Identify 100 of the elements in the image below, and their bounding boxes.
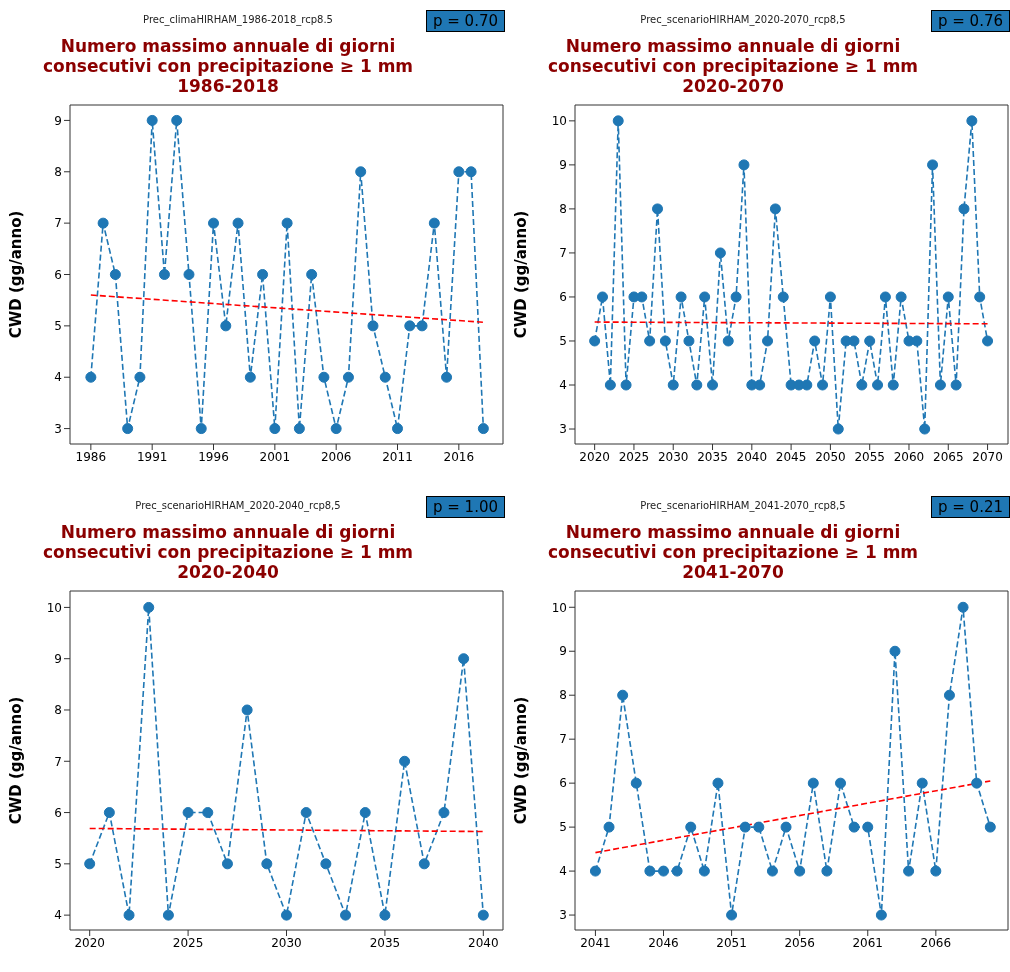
text: p = 1.00 — [425, 496, 505, 518]
point — [691, 379, 703, 391]
x-tick-label: 2061 — [852, 935, 884, 950]
y-tick-label: 5 — [559, 334, 567, 349]
y-tick-label: 3 — [559, 422, 567, 437]
point — [809, 335, 821, 347]
point — [754, 379, 766, 391]
point — [379, 909, 391, 921]
point — [675, 291, 687, 303]
text: p = 0.21 — [930, 496, 1010, 518]
y-tick-label: 5 — [559, 820, 567, 835]
point — [84, 858, 96, 870]
point — [974, 291, 986, 303]
point — [281, 217, 293, 229]
point — [807, 777, 819, 789]
point — [911, 335, 923, 347]
x-tick-label: 2006 — [320, 449, 352, 464]
point — [832, 423, 844, 435]
point — [392, 423, 404, 435]
point — [895, 291, 907, 303]
chart-subtitle: Prec_scenarioHIRHAM_2020-2040_rcp8,5 — [135, 500, 341, 511]
y-tick-label: 8 — [559, 202, 567, 217]
x-tick-label: 2016 — [443, 449, 475, 464]
point — [879, 291, 891, 303]
y-tick-label: 10 — [551, 114, 567, 129]
point — [659, 335, 671, 347]
point — [612, 115, 624, 127]
point — [367, 320, 379, 332]
point — [171, 114, 183, 126]
point — [950, 379, 962, 391]
point — [835, 777, 847, 789]
point — [794, 865, 806, 877]
point — [862, 821, 874, 833]
point — [465, 166, 477, 178]
chart-subtitle: Prec_scenarioHIRHAM_2020-2070_rcp8,5 — [640, 14, 846, 25]
point — [418, 858, 430, 870]
point — [589, 335, 601, 347]
point — [934, 379, 946, 391]
point — [777, 291, 789, 303]
x-tick-label: 2050 — [815, 449, 846, 464]
point — [942, 291, 954, 303]
point — [685, 821, 697, 833]
point — [404, 320, 416, 332]
point — [399, 755, 411, 767]
y-tick-label: 8 — [54, 703, 62, 718]
y-tick-label: 6 — [54, 805, 62, 820]
x-tick-label: 2025 — [172, 935, 204, 950]
x-tick-label: 2035 — [369, 935, 401, 950]
x-tick-label: 1991 — [136, 449, 168, 464]
y-tick-label: 5 — [54, 319, 62, 334]
x-tick-label: 2020 — [579, 449, 610, 464]
point — [712, 777, 724, 789]
point — [143, 601, 155, 613]
point — [699, 291, 711, 303]
x-tick-label: 2040 — [736, 449, 768, 464]
point — [281, 909, 292, 921]
point — [919, 423, 931, 435]
point — [293, 423, 305, 435]
y-tick-label: 8 — [54, 165, 62, 180]
x-tick-label: 1996 — [198, 449, 229, 464]
x-tick-label: 1986 — [75, 449, 107, 464]
point — [766, 865, 778, 877]
x-tick-label: 2040 — [468, 935, 499, 950]
y-tick-label: 10 — [551, 600, 567, 615]
point — [241, 704, 253, 716]
y-axis-title: CWD (gg/anno) — [512, 696, 531, 825]
point — [453, 166, 465, 178]
point — [916, 777, 928, 789]
x-tick-label: 2051 — [716, 935, 747, 950]
point — [683, 335, 695, 347]
point — [103, 807, 115, 819]
x-tick-label: 2065 — [933, 449, 964, 464]
point — [848, 821, 860, 833]
point — [342, 371, 354, 383]
point — [872, 379, 884, 391]
point — [739, 821, 751, 833]
y-tick-label: 4 — [54, 370, 62, 385]
point — [340, 909, 352, 921]
point — [458, 653, 470, 665]
point — [220, 320, 232, 332]
y-axis-title: CWD (gg/anno) — [7, 696, 26, 825]
point — [887, 379, 899, 391]
x-tick-label: 2056 — [784, 935, 815, 950]
point — [162, 909, 174, 921]
point — [927, 159, 939, 171]
x-tick-label: 2001 — [259, 449, 291, 464]
x-tick-label: 2030 — [657, 449, 689, 464]
point — [817, 379, 829, 391]
x-tick-label: 2060 — [893, 449, 925, 464]
point — [821, 865, 833, 877]
chart-title: Numero massimo annuale di giorni consecutivi con precipitazione ≥ 1 mm 1986-2018 — [41, 36, 415, 96]
point — [971, 777, 983, 789]
x-tick-label: 2055 — [854, 449, 885, 464]
chart-subtitle: Prec_scenarioHIRHAM_2041-2070_rcp8,5 — [640, 500, 846, 511]
point — [943, 689, 955, 701]
point — [97, 217, 109, 229]
point — [604, 379, 616, 391]
text: p = 0.70 — [425, 10, 505, 32]
point — [667, 379, 679, 391]
point — [644, 865, 656, 877]
